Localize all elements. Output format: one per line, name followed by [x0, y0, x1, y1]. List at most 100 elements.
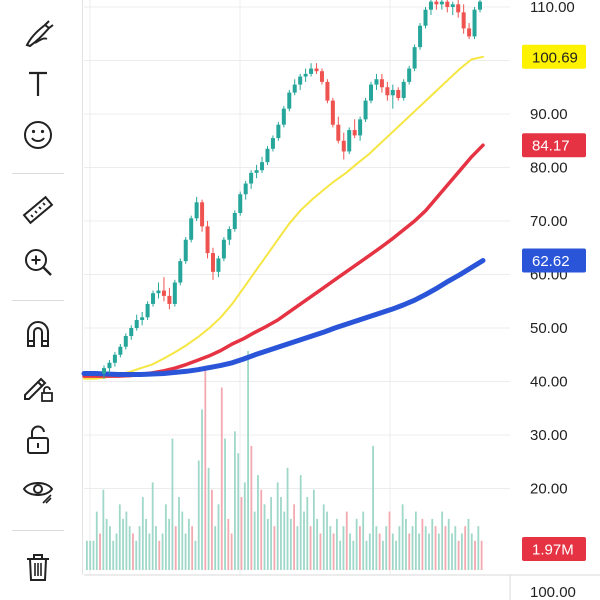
volume-bar	[339, 540, 342, 570]
ma-last-value-tag: 62.62	[532, 253, 570, 270]
price-tick-label: 50.00	[530, 320, 568, 337]
volume-bar	[224, 438, 226, 570]
volume-bar	[352, 540, 355, 570]
candle-body	[254, 170, 259, 173]
candle-body	[178, 261, 183, 283]
candle-body	[227, 229, 232, 240]
candle-body	[478, 1, 482, 10]
candle-body	[260, 162, 265, 171]
pencil-lock-icon	[24, 377, 53, 402]
candle-body	[167, 295, 172, 304]
magnet-tool[interactable]	[14, 312, 62, 356]
smiley-icon	[24, 121, 52, 149]
drawing-toolbar	[0, 0, 78, 600]
candle-body	[276, 124, 281, 139]
delete-tool[interactable]	[14, 545, 62, 589]
candle-body	[194, 202, 199, 219]
volume-bar	[345, 511, 348, 570]
candle-body	[336, 124, 341, 141]
volume-bar	[372, 445, 374, 570]
volume-bar	[207, 467, 210, 570]
volume-bar	[316, 518, 319, 570]
bottom-price-label: 100.00	[530, 584, 576, 600]
hide-drawings-tool[interactable]	[14, 468, 62, 512]
volume-bar	[359, 526, 361, 570]
volume-bar	[464, 526, 467, 570]
volume-bar	[477, 526, 480, 570]
candle-body	[134, 319, 139, 328]
unlock-icon	[27, 425, 49, 454]
lock-drawings-tool[interactable]	[14, 364, 62, 408]
volume-bar	[174, 526, 177, 570]
candle-body	[330, 100, 335, 125]
volume-bar	[382, 540, 384, 570]
candle-body	[319, 71, 324, 82]
candle-body	[445, 1, 450, 7]
volume-bar	[474, 540, 476, 570]
volume-bar	[388, 511, 391, 570]
zoom-in-icon	[25, 249, 52, 276]
candle-body	[347, 130, 352, 152]
volume-bar	[99, 533, 101, 570]
measure-tool[interactable]	[14, 188, 62, 232]
volume-bar	[280, 497, 282, 570]
text-tool[interactable]	[14, 62, 62, 106]
candle-body	[467, 28, 472, 37]
volume-bar	[138, 526, 141, 570]
candle-body	[129, 328, 134, 337]
volume-bar	[247, 351, 249, 570]
volume-bar	[227, 518, 230, 570]
volume-bar	[444, 526, 447, 570]
volume-bar	[184, 533, 187, 570]
volume-bar	[181, 511, 184, 570]
volume-bar	[135, 540, 138, 570]
volume-bar	[158, 540, 161, 570]
volume-last-value-tag-bg	[522, 537, 586, 561]
volume-bar	[141, 497, 144, 570]
volume-bar	[418, 533, 421, 570]
emoji-tool[interactable]	[14, 113, 62, 157]
candle-body	[270, 138, 275, 149]
volume-bar	[237, 453, 240, 570]
toolbar-divider	[12, 530, 64, 531]
volume-bar	[115, 533, 118, 570]
ruler-icon	[22, 195, 54, 225]
volume-bar	[109, 526, 111, 570]
text-icon	[29, 71, 47, 96]
candle-body	[232, 212, 237, 230]
candle-body	[401, 81, 406, 98]
volume-bar	[122, 518, 124, 570]
brush-tool[interactable]	[14, 12, 62, 56]
volume-bar	[454, 526, 457, 570]
candle-body	[183, 239, 188, 262]
candle-body	[314, 68, 319, 72]
volume-bar	[299, 475, 302, 570]
volume-bar	[86, 540, 88, 570]
volume-bar	[214, 526, 217, 570]
candle-body	[118, 346, 123, 355]
volume-bar	[385, 526, 388, 570]
candle-body	[472, 9, 477, 37]
volume-bar	[296, 526, 299, 570]
candle-body	[216, 258, 221, 272]
zoom-in-tool[interactable]	[14, 240, 62, 284]
volume-bar	[257, 475, 259, 570]
candle-body	[140, 317, 145, 320]
volume-bar	[451, 533, 453, 570]
volume-bar	[326, 511, 328, 570]
candle-body	[205, 226, 210, 254]
volume-bar	[89, 540, 92, 570]
toolbar-divider	[12, 173, 64, 174]
candle-body	[390, 89, 395, 96]
ma-last-value-tag-bg	[522, 248, 586, 273]
volume-bar	[92, 540, 95, 570]
volume-bar	[431, 518, 434, 570]
candle-body	[238, 194, 243, 213]
volume-bar	[378, 533, 381, 570]
lock-tool[interactable]	[14, 418, 62, 462]
volume-bar	[312, 489, 315, 570]
volume-bar	[391, 533, 394, 570]
price-tick-label: 30.00	[530, 427, 568, 444]
candle-body	[412, 47, 417, 69]
